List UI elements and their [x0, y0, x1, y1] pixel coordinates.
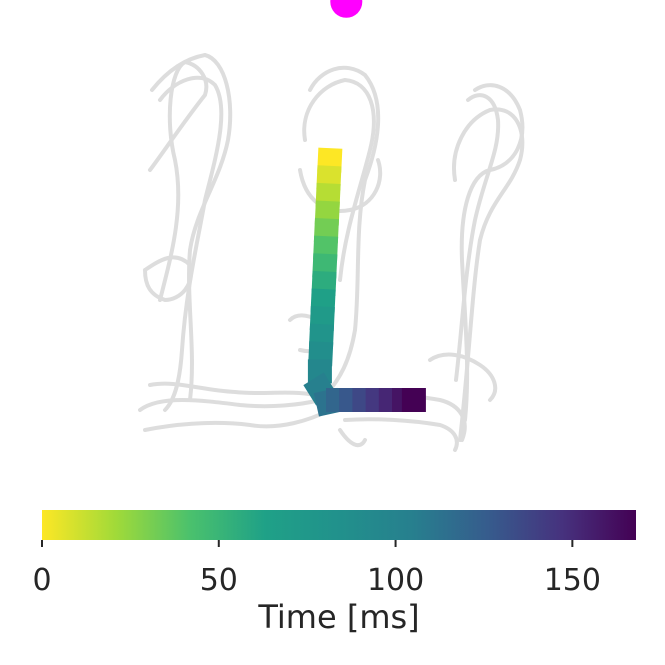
track-right-arm [459, 83, 525, 422]
colorbar-ticks: 0 50 100 150 [32, 540, 601, 598]
trajectory-point [401, 388, 426, 412]
track-left-arm [150, 53, 233, 402]
trajectory [303, 147, 426, 417]
colorbar-tick-label: 50 [200, 563, 238, 598]
colorbar-gradient [42, 510, 636, 540]
colorbar-tick-label: 0 [32, 563, 51, 598]
track-right-arm [343, 417, 459, 452]
colorbar-tick-label: 150 [544, 563, 601, 598]
colorbar: 0 50 100 150 Time [ms] [32, 510, 636, 636]
track-left-arm [138, 398, 322, 412]
track-left-arm [148, 381, 317, 397]
track-left-arm [143, 408, 332, 432]
target-marker [330, 0, 363, 18]
track-left-arm [148, 60, 209, 302]
track-center-arm [302, 78, 376, 282]
colorbar-label: Time [ms] [257, 598, 419, 636]
track-center-arm [298, 158, 383, 213]
track-right-arm [428, 352, 498, 402]
track-left-arm [143, 255, 193, 302]
track-center-arm [308, 65, 381, 397]
reference-tracks [138, 53, 525, 452]
colorbar-tick-label: 100 [367, 563, 424, 598]
track-right-arm [452, 107, 525, 442]
track-right-arm [454, 93, 501, 382]
track-center-arm [338, 428, 367, 448]
